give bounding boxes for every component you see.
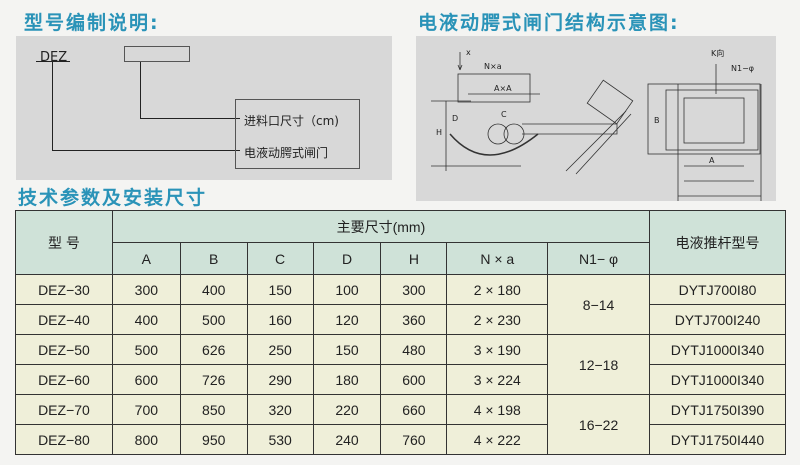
model-code-panel: DEZ 进料口尺寸（cm) 电液动腭式闸门 bbox=[16, 36, 392, 180]
n1-cell: 8−14 bbox=[547, 274, 650, 335]
table-cell: 660 bbox=[380, 394, 448, 425]
pusher-cell: DYTJ700I240 bbox=[649, 304, 786, 335]
pusher-cell: DYTJ700I80 bbox=[649, 274, 786, 305]
table-cell: 3 × 224 bbox=[446, 364, 549, 395]
diagram-label-d: D bbox=[452, 114, 459, 123]
table-cell: DEZ−50 bbox=[15, 334, 113, 365]
table-cell: 530 bbox=[246, 424, 314, 455]
table-cell: DEZ−70 bbox=[15, 394, 113, 425]
pusher-cell: DYTJ1000I340 bbox=[649, 364, 786, 395]
table-cell: 180 bbox=[312, 364, 382, 395]
header-b: B bbox=[179, 242, 248, 275]
table-cell: 726 bbox=[179, 364, 248, 395]
table-cell: 3 × 190 bbox=[446, 334, 549, 365]
table-cell: 120 bbox=[312, 304, 382, 335]
n1-cell: 16−22 bbox=[547, 394, 650, 455]
table-cell: DEZ−30 bbox=[15, 274, 113, 305]
table-cell: 100 bbox=[312, 274, 382, 305]
header-n1: N1− φ bbox=[547, 242, 650, 275]
header-pusher-model: 电液推杆型号 bbox=[649, 210, 786, 275]
header-c: C bbox=[246, 242, 314, 275]
type-label: 电液动腭式闸门 bbox=[244, 146, 329, 160]
table-cell: 500 bbox=[111, 334, 181, 365]
diagram-label-k: K向 bbox=[711, 49, 725, 58]
diagram-label-n1: N1−φ bbox=[731, 64, 755, 73]
table-cell: 760 bbox=[380, 424, 448, 455]
diagram-label-b: B bbox=[654, 116, 660, 125]
diagram-label-h: H bbox=[436, 128, 443, 137]
diagram-label-a: A bbox=[709, 156, 715, 165]
table-section-title: 技术参数及安装尺寸 bbox=[18, 187, 208, 209]
table-cell: 250 bbox=[246, 334, 314, 365]
table-row: DEZ−30 300 400 150 100 300 2 × 180 8−14 DYTJ700I… bbox=[15, 274, 786, 335]
table-cell: 600 bbox=[111, 364, 181, 395]
table-cell: 360 bbox=[380, 304, 448, 335]
table-cell: 950 bbox=[179, 424, 248, 455]
table-row: DEZ−80 800 950 530 240 760 4 × 222 DYTJ1750I440 bbox=[15, 424, 786, 455]
table-cell: 220 bbox=[312, 394, 382, 425]
table-cell: 2 × 180 bbox=[446, 274, 549, 305]
table-cell: 240 bbox=[312, 424, 382, 455]
table-row: DEZ−50 500 626 250 150 480 3 × 190 12−18 DYTJ100… bbox=[15, 334, 786, 395]
table-row: DEZ−60 600 726 290 180 600 3 × 224 DYTJ1000I340 bbox=[15, 364, 786, 395]
table-cell: 626 bbox=[179, 334, 248, 365]
table-cell: 4 × 222 bbox=[446, 424, 549, 455]
table-cell: 400 bbox=[179, 274, 248, 305]
diagram-label-nxa: N×a bbox=[484, 62, 502, 71]
table-cell: 850 bbox=[179, 394, 248, 425]
table-cell: 320 bbox=[246, 394, 314, 425]
table-cell: 700 bbox=[111, 394, 181, 425]
header-d: D bbox=[312, 242, 382, 275]
diagram-label-c: C bbox=[501, 110, 507, 119]
structure-diagram: x N×a A×A C D H K向 N1−φ B A bbox=[416, 36, 776, 201]
table-cell: 150 bbox=[246, 274, 314, 305]
header-a: A bbox=[111, 242, 181, 275]
header-nxa: N × a bbox=[446, 242, 549, 275]
table-cell: 400 bbox=[111, 304, 181, 335]
table-row: DEZ−40 400 500 160 120 360 2 × 230 DYTJ700I240 bbox=[15, 304, 786, 335]
size-label: 进料口尺寸（cm) bbox=[244, 114, 339, 128]
spec-table: 型 号 主要尺寸(mm) 电液推杆型号 A B C D H N × a N1− … bbox=[15, 210, 786, 455]
table-cell: 300 bbox=[111, 274, 181, 305]
table-cell: DEZ−40 bbox=[15, 304, 113, 335]
table-cell: 160 bbox=[246, 304, 314, 335]
pusher-cell: DYTJ1000I340 bbox=[649, 334, 786, 365]
pusher-cell: DYTJ1750I440 bbox=[649, 424, 786, 455]
table-cell: DEZ−80 bbox=[15, 424, 113, 455]
table-cell: 600 bbox=[380, 364, 448, 395]
n1-cell: 12−18 bbox=[547, 334, 650, 395]
table-cell: DEZ−60 bbox=[15, 364, 113, 395]
table-cell: 800 bbox=[111, 424, 181, 455]
diagram-section-title: 电液动腭式闸门结构示意图: bbox=[418, 12, 680, 34]
diagram-label-x: x bbox=[466, 48, 471, 57]
header-model: 型 号 bbox=[15, 210, 113, 275]
model-code: DEZ bbox=[40, 50, 68, 65]
table-cell: 2 × 230 bbox=[446, 304, 549, 335]
diagram-label-axa: A×A bbox=[494, 84, 512, 93]
table-cell: 480 bbox=[380, 334, 448, 365]
table-row: DEZ−70 700 850 320 220 660 4 × 198 16−22 DYTJ175… bbox=[15, 394, 786, 455]
model-section-title: 型号编制说明: bbox=[24, 12, 160, 34]
pusher-cell: DYTJ1750I390 bbox=[649, 394, 786, 425]
header-main-dimensions: 主要尺寸(mm) bbox=[111, 210, 651, 243]
table-cell: 300 bbox=[380, 274, 448, 305]
table-cell: 4 × 198 bbox=[446, 394, 549, 425]
header-h: H bbox=[380, 242, 448, 275]
table-cell: 290 bbox=[246, 364, 314, 395]
table-cell: 150 bbox=[312, 334, 382, 365]
table-cell: 500 bbox=[179, 304, 248, 335]
